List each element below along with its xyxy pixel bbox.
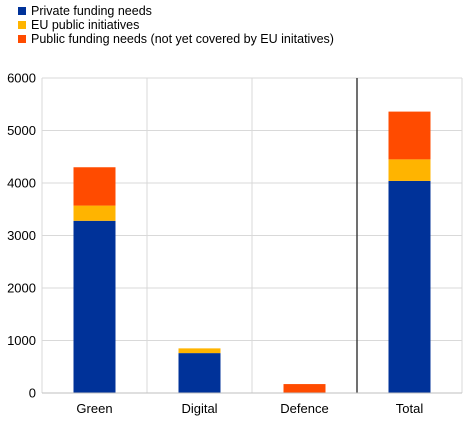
bar-defence-series-2 xyxy=(283,384,326,393)
y-tick-label: 1000 xyxy=(7,333,36,348)
x-tick-label: Digital xyxy=(181,401,217,416)
bar-digital-series-0 xyxy=(178,353,221,393)
legend-label: Public funding needs (not yet covered by… xyxy=(31,32,334,46)
bar-green-series-1 xyxy=(73,205,116,221)
y-tick-label: 3000 xyxy=(7,228,36,243)
x-tick-label: Total xyxy=(396,401,424,416)
bar-total-series-1 xyxy=(388,159,431,181)
x-tick-label: Green xyxy=(76,401,112,416)
y-tick-label: 0 xyxy=(29,386,36,401)
bar-total-series-0 xyxy=(388,180,431,393)
x-axis: Green Digital Defence Total xyxy=(42,392,462,416)
y-tick-label: 2000 xyxy=(7,281,36,296)
x-tick-label: Defence xyxy=(280,401,328,416)
y-tick-label: 4000 xyxy=(7,176,36,191)
legend-label: Private funding needs xyxy=(31,4,152,18)
legend-label: EU public initiatives xyxy=(31,18,139,32)
bar-green-series-2 xyxy=(73,167,116,206)
legend-swatch xyxy=(18,35,26,43)
legend-swatch xyxy=(18,21,26,29)
bars xyxy=(73,111,431,393)
y-tick-label: 6000 xyxy=(7,71,36,86)
bar-green-series-0 xyxy=(73,220,116,393)
y-axis: 0 1000 2000 3000 4000 5000 6000 xyxy=(7,71,36,401)
bar-total-series-2 xyxy=(388,111,431,160)
legend-swatch xyxy=(18,7,26,15)
y-tick-label: 5000 xyxy=(7,123,36,138)
bar-digital-series-1 xyxy=(178,348,221,354)
